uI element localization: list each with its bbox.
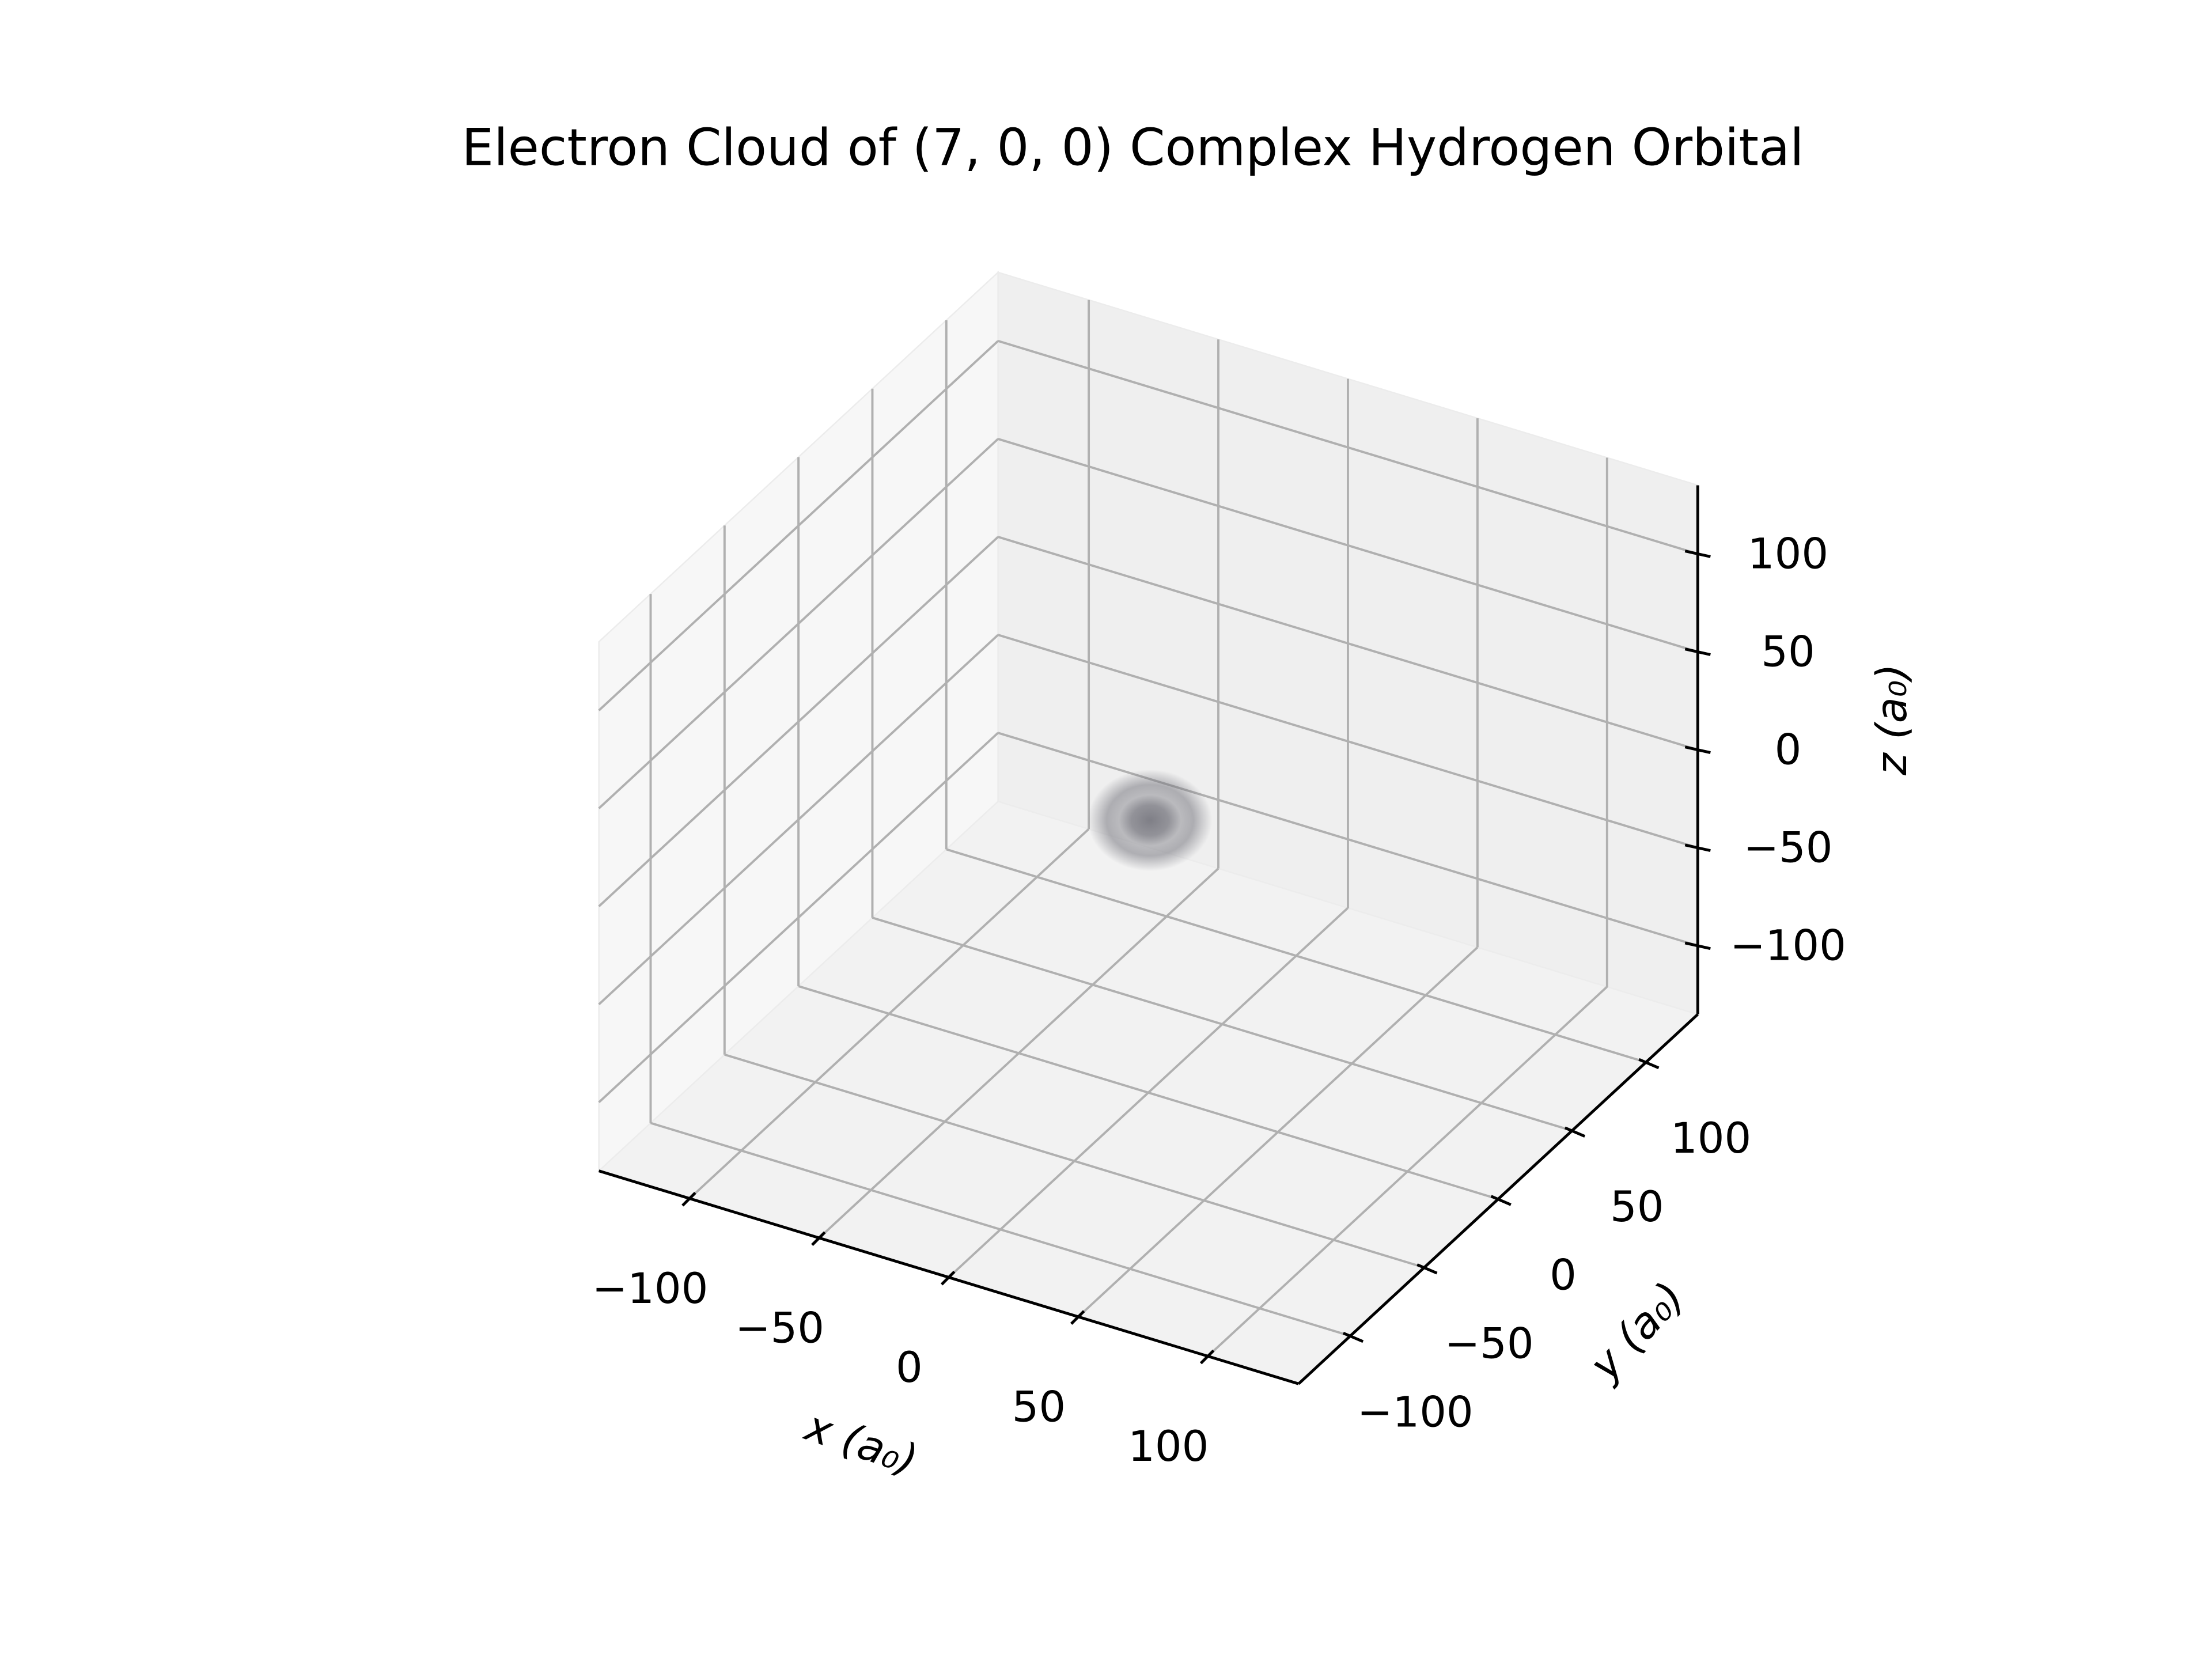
z-tick-label: −100 xyxy=(1730,922,1846,971)
x-tick xyxy=(681,1192,696,1207)
x-tick xyxy=(811,1231,826,1246)
z-axis-label: z (a₀) xyxy=(1868,664,1916,776)
z-tick xyxy=(1684,843,1711,853)
x-tick-label: 0 xyxy=(896,1343,923,1392)
x-tick xyxy=(1199,1349,1215,1365)
grid-line xyxy=(998,536,1698,751)
z-tick-label: 100 xyxy=(1748,529,1828,578)
z-tick-label: 0 xyxy=(1775,726,1802,775)
z-tick-label: 50 xyxy=(1761,628,1815,677)
grid-line xyxy=(872,916,1573,1132)
grid-line xyxy=(998,340,1698,555)
electron-cloud xyxy=(1088,769,1213,872)
x-axis-label: x (a₀) xyxy=(798,1402,923,1486)
grid-line xyxy=(798,985,1499,1200)
x-tick-label: −50 xyxy=(735,1304,824,1353)
y-tick xyxy=(1342,1331,1364,1343)
z-tick xyxy=(1684,941,1711,950)
y-tick-label: 100 xyxy=(1671,1114,1751,1163)
x-tick-label: 50 xyxy=(1012,1383,1066,1432)
y-tick xyxy=(1564,1126,1586,1138)
y-tick xyxy=(1416,1263,1438,1275)
x-tick xyxy=(941,1270,956,1286)
grid-line xyxy=(598,438,999,809)
z-tick xyxy=(1684,745,1711,754)
z-tick-label: −50 xyxy=(1744,824,1833,873)
grid-line xyxy=(598,340,999,711)
grid-line xyxy=(598,634,999,1005)
grid-line xyxy=(998,438,1698,653)
grid-line xyxy=(946,848,1647,1063)
y-tick xyxy=(1490,1195,1512,1206)
z-tick xyxy=(1684,647,1711,656)
y-axis-label: y (a₀) xyxy=(1580,1273,1694,1391)
z-tick xyxy=(1684,550,1711,558)
grid-line xyxy=(598,732,999,1104)
grid-line xyxy=(724,1053,1425,1269)
x-tick xyxy=(1070,1310,1085,1325)
grid-line xyxy=(998,634,1698,849)
y-tick-label: −50 xyxy=(1445,1320,1534,1369)
grid-line xyxy=(598,536,999,907)
grid-line xyxy=(998,732,1698,947)
y-tick-label: −100 xyxy=(1357,1388,1474,1437)
y-tick-label: 0 xyxy=(1550,1251,1577,1300)
y-tick xyxy=(1638,1058,1660,1070)
y-tick-label: 50 xyxy=(1610,1183,1664,1232)
grid-line xyxy=(650,1122,1351,1338)
x-tick-label: −100 xyxy=(592,1264,709,1313)
x-tick-label: 100 xyxy=(1128,1422,1209,1471)
chart-title: Electron Cloud of (7, 0, 0) Complex Hydr… xyxy=(461,118,1804,177)
